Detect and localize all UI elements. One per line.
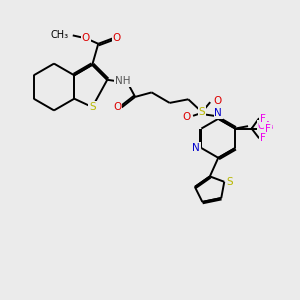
Text: CH₃: CH₃ (50, 30, 69, 40)
Text: F: F (260, 114, 266, 124)
Text: N: N (192, 143, 200, 153)
Text: O: O (82, 33, 90, 43)
Text: N: N (214, 108, 222, 118)
Text: NH: NH (115, 76, 130, 86)
Text: O: O (213, 95, 221, 106)
Text: S: S (226, 177, 233, 187)
Text: O: O (113, 33, 121, 43)
Text: O: O (182, 112, 190, 122)
Text: CF₃: CF₃ (258, 121, 274, 131)
Text: F: F (265, 124, 271, 134)
Text: O: O (113, 102, 122, 112)
Text: F: F (260, 133, 266, 142)
Text: S: S (89, 102, 96, 112)
Text: S: S (199, 107, 205, 117)
